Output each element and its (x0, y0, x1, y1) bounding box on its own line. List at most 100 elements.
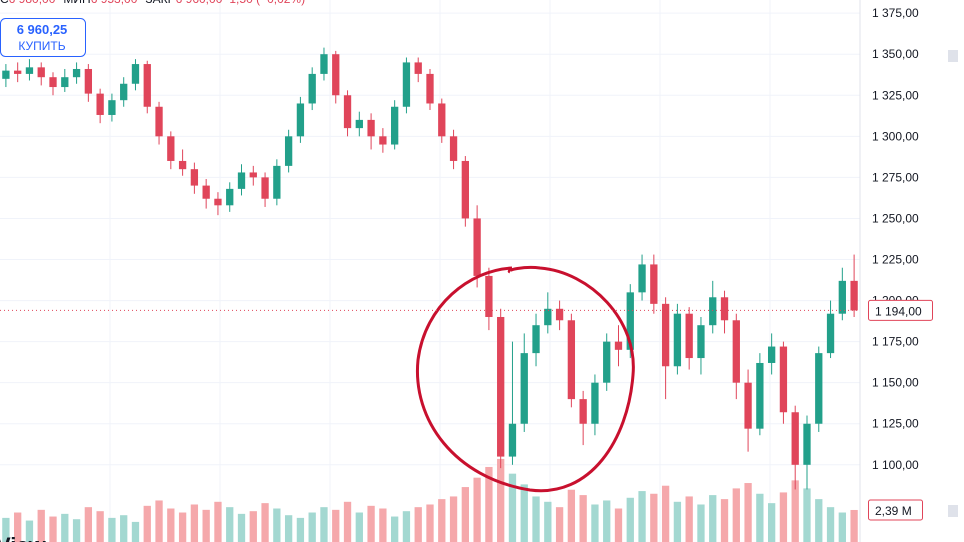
candle-body (756, 362, 764, 429)
y-tick-label: 1 250,00 (872, 211, 919, 225)
candle-body (461, 160, 469, 219)
header-value: −1,50 (−0,02%) (222, 0, 305, 6)
candle-body (84, 68, 93, 94)
volume-bar (473, 477, 481, 542)
header-label: МИН (63, 0, 90, 6)
buy-label[interactable]: КУПИТЬ (18, 39, 65, 53)
volume-bar (791, 480, 799, 542)
volume-bar (638, 491, 646, 542)
candle-body (49, 77, 57, 88)
candle-body (603, 341, 611, 383)
side-icon[interactable] (948, 505, 958, 517)
y-tick-label: 1 325,00 (872, 88, 919, 102)
buy-price[interactable]: 6 960,25 (17, 22, 68, 37)
volume-bar (815, 499, 823, 542)
candle-body (485, 275, 493, 317)
last-volume-box (868, 499, 923, 521)
candle-body (25, 67, 34, 74)
candle-body (96, 93, 104, 115)
volume-bar (14, 512, 22, 542)
candle-body (143, 64, 151, 107)
volume-bar (461, 487, 469, 542)
candle-body (108, 100, 116, 115)
y-tick-label: 1 125,00 (872, 417, 919, 431)
candle-body (61, 77, 69, 88)
volume-bar (685, 496, 693, 542)
header-label: С (0, 0, 9, 6)
volume-bar (756, 493, 764, 542)
volume-bar (485, 466, 493, 542)
candle-body (120, 83, 128, 101)
buy-button[interactable]: 6 960,25 КУПИТЬ (0, 18, 86, 57)
candle-body (37, 67, 45, 78)
y-tick-label: 1 275,00 (872, 170, 919, 184)
y-tick-label: 1 150,00 (872, 376, 919, 390)
volume-bar (284, 515, 293, 542)
candle-body (685, 313, 693, 359)
side-panel (938, 0, 964, 542)
candle-body (626, 292, 634, 350)
candle-body (709, 297, 717, 326)
candle-body (826, 313, 835, 354)
volume-bar (37, 509, 45, 542)
candle-body (14, 70, 22, 74)
candle-body (438, 103, 446, 137)
volume-bar (391, 516, 399, 542)
header-value: 6 960,00 (176, 0, 223, 6)
volume-bar (744, 483, 752, 542)
volume-bar (449, 496, 458, 542)
volume-bar (72, 519, 81, 542)
last-price-label: 1 194,00 (875, 304, 922, 318)
candle-body (72, 68, 81, 78)
candle-body (355, 119, 363, 129)
volume-bar (826, 507, 835, 542)
ohlc-header: С6 980,00 МИН6 953,00 ЗАКР6 960,00−1,50 (−… (0, 0, 305, 6)
volume (2, 458, 858, 542)
candle-body (673, 313, 682, 367)
y-tick-label: 1 225,00 (872, 253, 919, 267)
volume-bar (355, 512, 363, 542)
volume-bar (226, 507, 234, 542)
volume-bar (438, 499, 446, 542)
volume-bar (167, 508, 175, 542)
volume-bar (767, 503, 776, 542)
candle-body (155, 106, 163, 137)
candle-body (497, 316, 505, 457)
volume-bar (497, 458, 505, 542)
candle-body (131, 64, 140, 84)
candle-body (815, 353, 823, 424)
candle-body (544, 308, 552, 326)
volume-bar (779, 492, 788, 542)
volume-bar (732, 488, 740, 542)
candle-body (261, 177, 269, 199)
volume-bar (579, 495, 587, 542)
buy-box[interactable] (0, 18, 86, 57)
volume-bar (402, 511, 411, 542)
candle-body (508, 423, 517, 457)
volume-bar (591, 504, 599, 542)
volume-bar (850, 509, 858, 542)
last-volume-label: 2,39 M (875, 504, 912, 518)
candle-body (449, 136, 458, 161)
candle-body (308, 73, 316, 104)
volume-bar (296, 517, 305, 542)
candle-body (391, 106, 399, 145)
volume-bar (367, 505, 375, 542)
candle-body (579, 399, 587, 424)
volume-bar (143, 505, 151, 542)
last-price-box (868, 299, 933, 321)
volume-bar (108, 517, 116, 542)
volume-bar (190, 504, 199, 542)
side-icon[interactable] (948, 50, 958, 62)
volume-bar (2, 517, 10, 542)
volume-bar (626, 497, 634, 542)
candle-body (791, 412, 799, 465)
volume-bar (709, 495, 717, 542)
candle-body (343, 95, 352, 129)
candle-body (638, 264, 646, 293)
candles (2, 47, 858, 490)
candle-body (178, 160, 187, 170)
volume-bar (332, 509, 340, 542)
volume-bar (131, 521, 140, 542)
candle-body (2, 70, 10, 79)
